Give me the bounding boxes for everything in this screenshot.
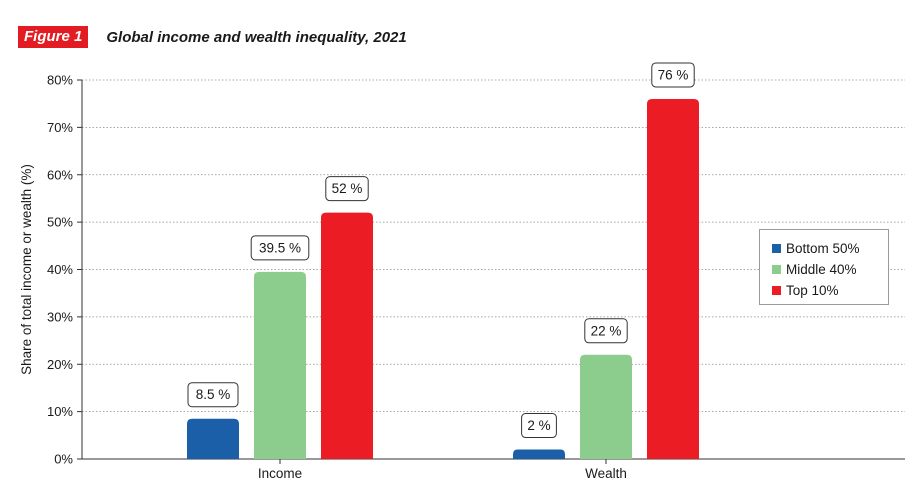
data-label: 2 % [527, 418, 550, 433]
legend-label-top-10: Top 10% [786, 283, 839, 298]
y-axis-label: Share of total income or wealth (%) [19, 164, 34, 375]
y-tick-label: 30% [47, 309, 73, 324]
y-tick-label: 60% [47, 167, 73, 182]
legend-swatch-top-10 [772, 286, 781, 295]
x-tick-label: Income [258, 466, 302, 479]
y-tick-label: 10% [47, 404, 73, 419]
data-label: 52 % [332, 181, 363, 196]
y-tick-label: 50% [47, 215, 73, 230]
x-tick-label: Wealth [585, 466, 627, 479]
chart-legend: Bottom 50% Middle 40% Top 10% [759, 229, 889, 305]
data-label-box [250, 235, 310, 261]
legend-label-bottom-50: Bottom 50% [786, 241, 860, 256]
y-tick-label: 0% [54, 452, 73, 467]
y-tick-label: 80% [47, 73, 73, 88]
legend-item-middle-40: Middle 40% [772, 259, 888, 280]
bar [580, 354, 632, 459]
bar [647, 98, 699, 459]
legend-item-bottom-50: Bottom 50% [772, 238, 888, 259]
bar [321, 212, 373, 459]
legend-swatch-bottom-50 [772, 244, 781, 253]
data-label-box [584, 318, 628, 344]
legend-swatch-middle-40 [772, 265, 781, 274]
y-tick-label: 40% [47, 262, 73, 277]
data-label-box [521, 413, 557, 439]
figure-badge: Figure 1 [18, 26, 89, 48]
data-label-box [325, 176, 369, 202]
bar [187, 418, 239, 459]
data-label: 76 % [658, 67, 689, 82]
data-label: 8.5 % [196, 387, 231, 402]
figure-header: Figure 1 Global income and wealth inequa… [18, 26, 407, 48]
legend-label-middle-40: Middle 40% [786, 262, 857, 277]
data-label-box [187, 382, 239, 408]
legend-item-top-10: Top 10% [772, 280, 888, 301]
data-label: 39.5 % [259, 240, 301, 255]
data-label-box [651, 62, 695, 88]
bar [254, 271, 306, 459]
bar [513, 449, 565, 459]
y-tick-label: 70% [47, 120, 73, 135]
data-label: 22 % [591, 323, 622, 338]
y-tick-label: 20% [47, 357, 73, 372]
figure-title: Global income and wealth inequality, 202… [106, 28, 407, 46]
